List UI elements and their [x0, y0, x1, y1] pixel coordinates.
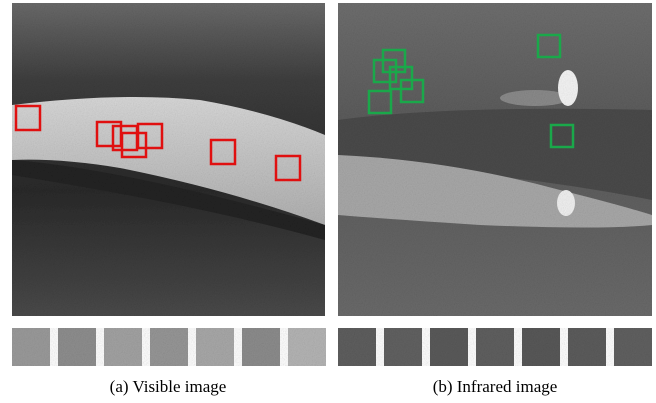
visible-image [12, 3, 325, 316]
caption: (b) Infrared image [433, 377, 558, 396]
infrared-patches [338, 328, 652, 366]
caption: (a) Visible image [110, 377, 227, 396]
visible-patches [12, 328, 326, 366]
figure: (a) Visible image (b) Infrared image [0, 0, 656, 403]
